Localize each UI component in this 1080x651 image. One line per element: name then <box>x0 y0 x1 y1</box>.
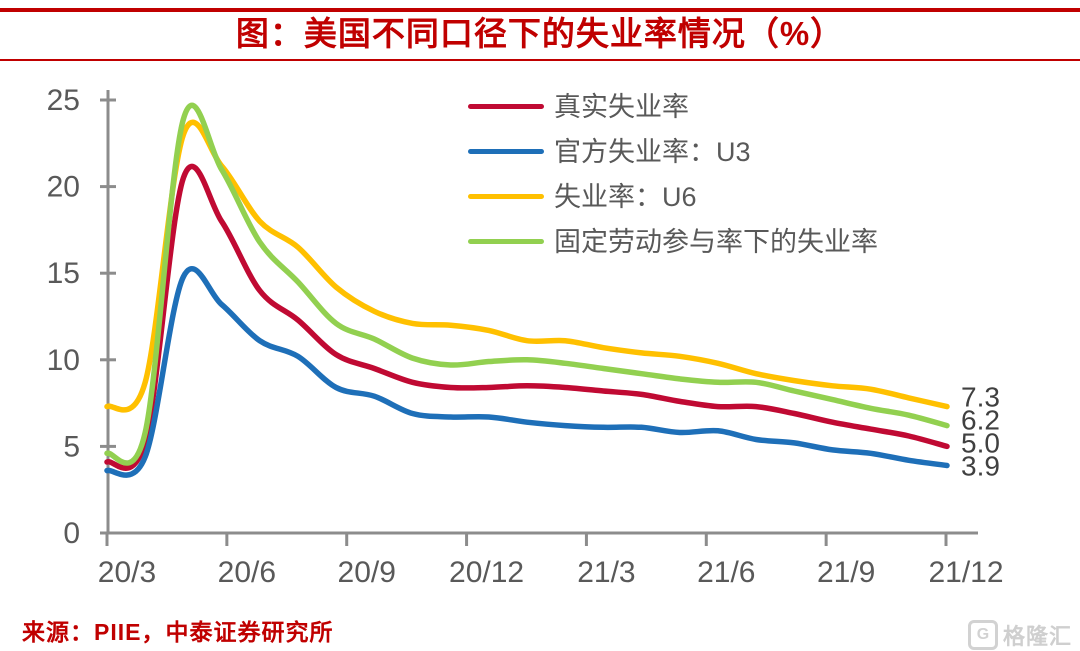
x-tick-label: 20/12 <box>449 556 524 589</box>
x-tick-label: 21/9 <box>817 556 875 589</box>
series-line-3 <box>104 102 950 466</box>
legend-label-u6: 失业率：U6 <box>554 181 697 212</box>
chart-legend: 真实失业率 官方失业率：U3 失业率：U6 固定劳动参与率下的失业率 <box>468 84 878 264</box>
legend-swatch-fixed-lfpr <box>468 239 544 244</box>
legend-swatch-real-rate <box>468 104 544 109</box>
end-value-label-3: 6.2 <box>961 404 1000 435</box>
gelonghui-watermark: G 格隆汇 <box>967 619 1072 651</box>
x-tick-label: 21/12 <box>928 556 1003 589</box>
title-bottom-rule <box>0 59 1080 61</box>
y-tick-label: 5 <box>63 430 80 463</box>
x-tick-label: 21/6 <box>697 556 755 589</box>
title-top-rule <box>0 8 1080 12</box>
x-tick-label: 20/9 <box>338 556 396 589</box>
legend-label-u3: 官方失业率：U3 <box>554 136 751 167</box>
source-note: 来源：PIIE，中泰证券研究所 <box>22 619 334 645</box>
end-value-label-1: 3.9 <box>961 450 1000 481</box>
y-tick-label: 20 <box>47 171 80 204</box>
legend-item-u3: 官方失业率：U3 <box>468 129 878 174</box>
gelonghui-logo-icon: G <box>967 620 998 650</box>
legend-swatch-u6 <box>468 194 544 199</box>
legend-item-real-rate: 真实失业率 <box>468 84 878 129</box>
x-tick-label: 20/6 <box>218 556 276 589</box>
y-tick-label: 0 <box>63 517 80 550</box>
end-value-label-0: 5.0 <box>961 427 1000 458</box>
x-tick-label: 21/3 <box>577 556 635 589</box>
page-title: 图：美国不同口径下的失业率情况（%） <box>235 15 845 52</box>
legend-item-fixed-lfpr: 固定劳动参与率下的失业率 <box>468 219 878 264</box>
legend-item-u6: 失业率：U6 <box>468 174 878 219</box>
end-value-label-2: 7.3 <box>961 381 1000 412</box>
legend-swatch-u3 <box>468 149 544 154</box>
series-line-0 <box>104 163 950 471</box>
y-tick-label: 15 <box>47 257 80 290</box>
y-tick-label: 10 <box>47 344 80 377</box>
x-tick-label: 20/3 <box>98 556 156 589</box>
legend-label-fixed-lfpr: 固定劳动参与率下的失业率 <box>554 226 878 257</box>
series-line-1 <box>104 266 950 478</box>
gelonghui-logo-text: 格隆汇 <box>1002 624 1072 649</box>
y-tick-label: 25 <box>47 84 80 117</box>
legend-label-real-rate: 真实失业率 <box>554 91 689 122</box>
